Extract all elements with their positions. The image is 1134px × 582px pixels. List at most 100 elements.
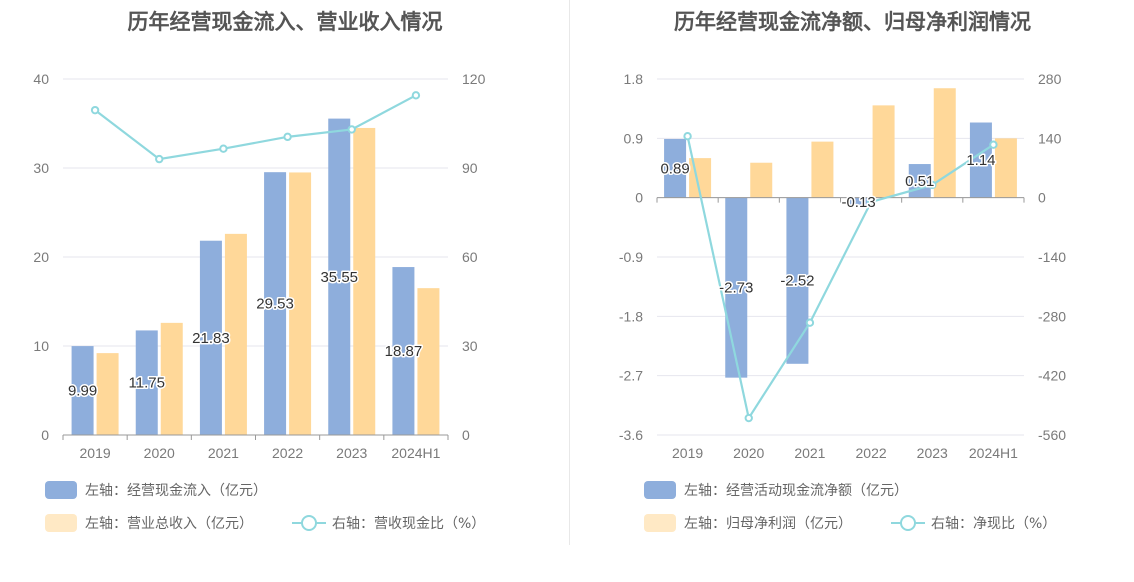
y-left-tick-label: 30	[33, 160, 49, 176]
x-tick-label: 2023	[336, 445, 367, 461]
data-label: 0.51	[905, 173, 934, 190]
y-left-tick-label: 20	[33, 249, 49, 265]
y-left-tick-label: 10	[33, 338, 49, 354]
x-tick-label: 2020	[144, 445, 175, 461]
x-tick-label: 2024H1	[391, 445, 440, 461]
data-label: 0.89	[660, 160, 689, 177]
y-right-tick-label: -560	[1038, 427, 1066, 443]
bar-series-1	[847, 197, 870, 207]
x-tick-label: 2019	[672, 445, 703, 461]
y-left-tick-label: 0	[41, 427, 49, 443]
y-right-tick-label: 280	[1038, 71, 1062, 87]
data-label: -2.73	[719, 280, 753, 297]
legend-item-bar2[interactable]: 左轴：营业总收入（亿元）	[45, 513, 253, 533]
line-point	[805, 318, 815, 327]
bar-series-2	[872, 105, 895, 198]
bar-series-2	[224, 233, 247, 435]
bar-series-1	[264, 172, 287, 436]
legend-label: 右轴：营收现金比（%）	[332, 516, 486, 532]
data-label: 21.83	[192, 330, 230, 347]
legend-item-bar2[interactable]: 左轴：归母净利润（亿元）	[644, 513, 852, 533]
line-point	[219, 144, 228, 153]
y-right-tick-label: 60	[462, 249, 478, 265]
x-tick-label: 2019	[80, 445, 111, 461]
data-label: 35.55	[320, 269, 358, 286]
y-left-tick-label: -1.8	[619, 308, 643, 324]
line-series	[94, 94, 417, 161]
bar-series-1	[199, 240, 222, 435]
chart-plot-left: 0 0 10 30 20 60 30 90 40 120 2019 2020 2021 2022 2023 2…	[33, 71, 485, 461]
panel-divider	[569, 0, 570, 545]
line-point	[411, 91, 421, 100]
line-point	[683, 132, 692, 141]
bar-series-2	[750, 162, 773, 198]
bar-series-1	[664, 138, 687, 198]
legend-label: 左轴：归母净利润（亿元）	[684, 516, 852, 532]
y-right-tick-label: -140	[1038, 249, 1066, 265]
y-left-tick-label: 40	[33, 71, 49, 87]
y-left-tick-label: 0.9	[624, 130, 644, 146]
line-point	[90, 105, 100, 115]
legend-item-line[interactable]: 右轴：净现比（%）	[891, 513, 1056, 533]
bar-series-2	[811, 141, 834, 198]
y-left-tick-label: -3.6	[619, 427, 643, 443]
y-left-tick-label: 1.8	[624, 71, 644, 87]
legend-swatch-yellow	[45, 514, 77, 532]
bar-series-2	[353, 127, 376, 435]
line-point	[155, 154, 164, 164]
chart-plot-right: -3.6 -560 -2.7 -420 -1.8 -280 -0.9 -140 0 0 0.9 140…	[619, 71, 1066, 461]
data-label: 18.87	[385, 343, 423, 360]
bar-series-2	[417, 288, 440, 435]
y-right-tick-label: 0	[1038, 190, 1046, 206]
y-right-tick-label: 90	[462, 160, 478, 176]
data-label: -0.13	[841, 194, 875, 211]
data-label: 29.53	[256, 296, 294, 313]
x-tick-label: 2023	[917, 445, 948, 461]
x-tick-label: 2021	[794, 445, 825, 461]
legend-item-bar1[interactable]: 左轴：经营活动现金流净额（亿元）	[644, 480, 908, 500]
line-point	[347, 125, 356, 134]
y-right-tick-label: 30	[462, 338, 478, 354]
bar-series-2	[160, 322, 183, 435]
chart-panel-right: 历年经营现金流净额、归母净利润情况 -3.6 -560 -2.7 -420 -1.8 -2…	[571, 0, 1134, 582]
data-label: -2.52	[780, 273, 814, 290]
bar-series-1	[392, 267, 415, 435]
chart-title: 历年经营现金流净额、归母净利润情况	[674, 10, 1031, 34]
legend-swatch-yellow	[644, 514, 676, 532]
line-point	[989, 140, 998, 149]
legend-label: 右轴：净现比（%）	[931, 516, 1057, 532]
x-tick-label: 2021	[208, 445, 239, 461]
y-left-tick-label: -2.7	[619, 368, 643, 384]
y-left-tick-label: 0	[635, 190, 643, 206]
x-tick-label: 2020	[733, 445, 764, 461]
y-right-tick-label: -420	[1038, 368, 1066, 384]
chart-title: 历年经营现金流入、营业收入情况	[127, 10, 443, 34]
line-point	[283, 132, 292, 142]
y-left-tick-label: -0.9	[619, 249, 643, 265]
line-series	[686, 135, 995, 421]
data-label: 9.99	[68, 383, 97, 400]
legend-swatch-line	[891, 514, 925, 532]
chart-panel-left: 历年经营现金流入、营业收入情况 0 0 10 30 20 60 30 90 40 120 2019 2…	[33, 10, 486, 533]
y-right-tick-label: 140	[1038, 130, 1062, 146]
line-point	[866, 197, 876, 207]
line-point	[928, 180, 937, 190]
legend-label: 左轴：营业总收入（亿元）	[85, 516, 253, 532]
legend-item-line[interactable]: 右轴：营收现金比（%）	[292, 513, 485, 533]
line-point	[744, 413, 753, 423]
bar-series-2	[96, 353, 119, 435]
data-label: 11.75	[129, 375, 165, 392]
legend-swatch-line	[292, 514, 326, 532]
legend-item-bar1[interactable]: 左轴：经营现金流入（亿元）	[45, 480, 267, 500]
legend-label: 左轴：经营现金流入（亿元）	[85, 483, 267, 499]
bar-series-2	[994, 138, 1017, 198]
bar-series-2	[933, 88, 956, 198]
legend-label: 左轴：经营活动现金流净额（亿元）	[684, 483, 908, 499]
bar-series-1	[71, 346, 94, 435]
legend-swatch-blue	[644, 481, 676, 499]
legend-swatch-blue	[45, 481, 77, 499]
y-right-tick-label: -280	[1038, 308, 1066, 324]
bar-series-1	[328, 118, 351, 435]
bar-series-1	[135, 330, 158, 435]
bar-series-1	[786, 197, 809, 364]
